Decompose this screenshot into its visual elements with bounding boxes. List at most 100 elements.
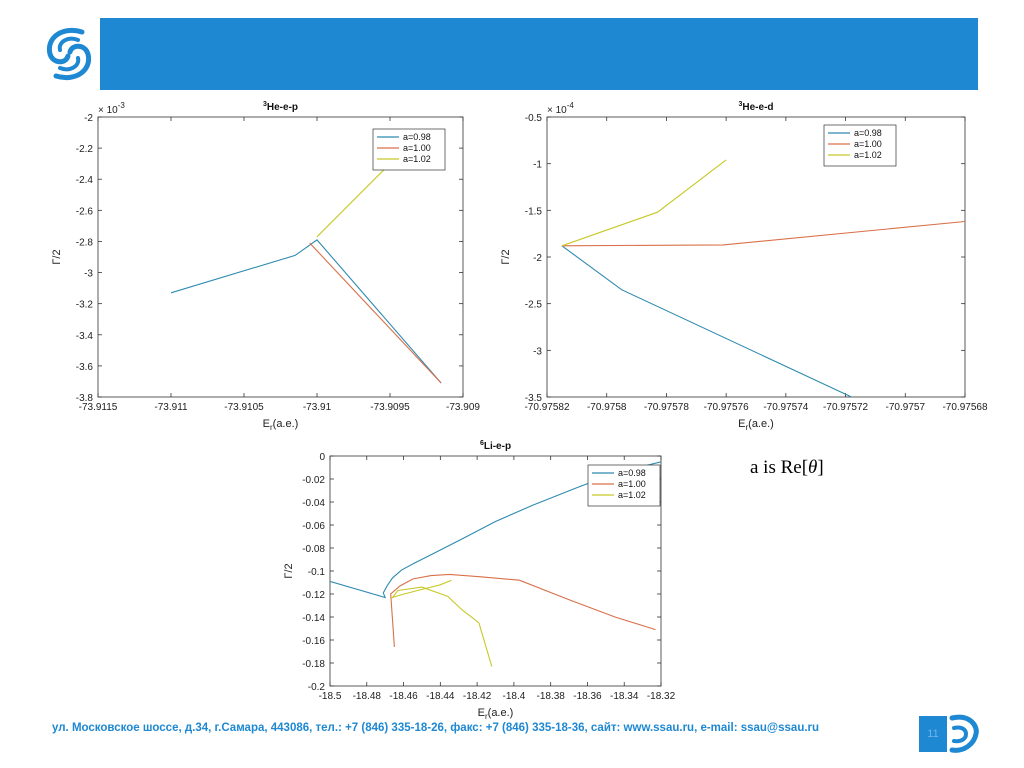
legend-entry: a=1.02 <box>618 490 646 500</box>
y-tick-label: -2.2 <box>76 144 94 155</box>
y-tick-label: -0.04 <box>302 498 325 509</box>
footer-contact: ул. Московское шоссе, д.34, г.Самара, 44… <box>52 722 820 734</box>
series-line-a=1.00 <box>390 573 656 647</box>
y-tick-label: -0.1 <box>308 567 326 578</box>
series-line-a=0.98 <box>170 239 442 384</box>
y-tick-label: -0.02 <box>302 475 325 486</box>
axis-exponent: × 10-4 <box>547 101 574 116</box>
y-tick-label: -0.12 <box>302 590 325 601</box>
x-tick-label: -70.9758 <box>587 402 627 413</box>
series-line-a=1.00 <box>561 220 965 247</box>
y-axis-label: Γ/2 <box>51 249 63 264</box>
chart-title-text: He-e-d <box>742 102 773 113</box>
y-tick-label: -2.5 <box>525 300 543 311</box>
legend-entry: a=1.00 <box>854 139 882 149</box>
legend-entry: a=1.02 <box>403 154 431 164</box>
header-bar <box>38 18 978 90</box>
legend-box <box>372 128 446 171</box>
x-tick-label: -73.9095 <box>370 402 410 413</box>
chart-title: 3He-e-p <box>263 101 298 113</box>
plot-area <box>329 455 662 687</box>
x-tick-label: -18.48 <box>353 691 382 702</box>
series-line-a=0.98 <box>330 461 661 599</box>
x-tick-label: -18.38 <box>536 691 565 702</box>
y-tick-label: -3 <box>84 269 93 280</box>
university-logo <box>38 18 100 90</box>
series-line-a=1.02 <box>316 147 413 238</box>
x-tick-label: -70.97572 <box>823 402 868 413</box>
x-tick-label: -18.32 <box>647 691 676 702</box>
note-theta: θ <box>808 457 818 478</box>
x-axis-label-unit: (a.e.) <box>748 418 774 430</box>
x-axis-label: Er(a.e.) <box>478 707 514 721</box>
footer-logo <box>948 712 980 761</box>
x-axis-label-unit: (a.e.) <box>488 707 514 719</box>
y-tick-label: -0.06 <box>302 521 325 532</box>
chart-title-text: Li-e-p <box>484 441 511 452</box>
legend-entry: a=1.00 <box>403 143 431 153</box>
y-tick-label: -2 <box>84 113 93 124</box>
y-tick-label: -3.8 <box>76 393 94 404</box>
x-tick-label: -18.5 <box>319 691 342 702</box>
x-tick-label: -70.97578 <box>644 402 689 413</box>
y-tick-label: -2.8 <box>76 237 94 248</box>
x-tick-label: -18.34 <box>610 691 639 702</box>
legend-box <box>823 124 897 167</box>
y-tick-label: -2.4 <box>76 175 94 186</box>
legend-entry: a=0.98 <box>403 132 431 142</box>
y-tick-label: -3.4 <box>76 331 94 342</box>
y-tick-label: -1 <box>533 160 542 171</box>
x-tick-label: -73.909 <box>446 402 480 413</box>
x-tick-label: -18.46 <box>389 691 418 702</box>
page-number: 11 <box>919 716 947 752</box>
x-axis-label: Er(a.e.) <box>263 418 299 432</box>
y-tick-label: -0.16 <box>302 636 325 647</box>
legend-box <box>587 464 661 507</box>
y-axis-label: Γ/2 <box>283 563 295 578</box>
y-tick-label: -2.6 <box>76 206 94 217</box>
x-axis-label-unit: (a.e.) <box>273 418 299 430</box>
x-tick-label: -70.97582 <box>524 402 569 413</box>
y-tick-label: -2 <box>533 253 542 264</box>
x-tick-label: -18.44 <box>426 691 455 702</box>
legend-entry: a=1.00 <box>618 479 646 489</box>
x-tick-label: -70.97568 <box>942 402 987 413</box>
theta-note: a is Re[θ] <box>750 457 824 479</box>
x-tick-label: -73.9115 <box>79 402 118 413</box>
plot-area <box>97 116 464 398</box>
chart-title-superscript: 3 <box>263 101 267 108</box>
x-axis-label-sub: r <box>745 423 748 432</box>
x-tick-label: -70.9757 <box>886 402 926 413</box>
series-line-a=0.98 <box>561 245 852 397</box>
y-tick-label: -0.2 <box>308 682 326 693</box>
y-tick-label: -0.5 <box>525 113 543 124</box>
x-tick-label: -18.36 <box>573 691 602 702</box>
chart-title: 3He-e-d <box>738 101 773 113</box>
chart-title-superscript: 3 <box>738 101 742 108</box>
axis-exponent-power: -3 <box>118 101 126 110</box>
x-tick-label: -73.911 <box>154 402 188 413</box>
series-line-a=1.02 <box>561 159 727 247</box>
chart-title: 6Li-e-p <box>480 440 511 452</box>
note-prefix: a is Re[ <box>750 457 809 478</box>
y-tick-label: -0.18 <box>302 659 325 670</box>
x-tick-label: -70.97574 <box>763 402 808 413</box>
x-axis-label: Er(a.e.) <box>738 418 774 432</box>
y-tick-label: -1.5 <box>525 206 543 217</box>
plot-area <box>546 116 966 398</box>
y-tick-label: -0.08 <box>302 544 325 555</box>
x-axis-label-sub: r <box>485 712 488 721</box>
x-tick-label: -70.97576 <box>704 402 749 413</box>
y-tick-label: -3.2 <box>76 300 94 311</box>
x-tick-label: -73.9105 <box>224 402 264 413</box>
x-axis-label-main: E <box>738 418 745 430</box>
chart-title-superscript: 6 <box>480 440 484 447</box>
y-tick-label: -3.6 <box>76 362 94 373</box>
chart-title-text: He-e-p <box>267 102 298 113</box>
legend-entry: a=0.98 <box>618 468 646 478</box>
